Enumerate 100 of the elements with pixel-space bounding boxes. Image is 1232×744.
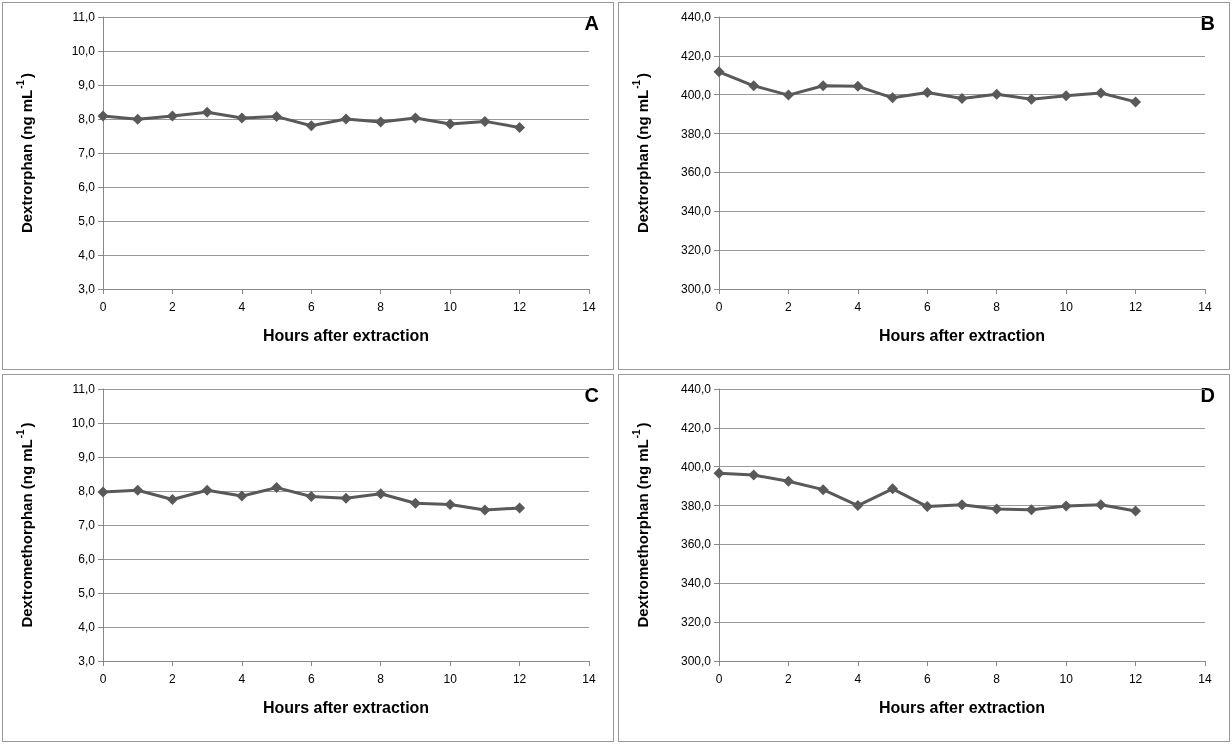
x-tick-label: 0 bbox=[99, 672, 107, 686]
point bbox=[271, 482, 283, 494]
point bbox=[1025, 93, 1037, 105]
y-tick-label: 3,0 bbox=[78, 654, 96, 668]
point bbox=[514, 502, 526, 514]
x-tick-label: 4 bbox=[238, 672, 246, 686]
point bbox=[887, 92, 899, 104]
x-tick-label: 10 bbox=[443, 300, 458, 314]
point bbox=[1060, 90, 1072, 102]
x-tick-label: 8 bbox=[377, 672, 385, 686]
point bbox=[782, 475, 794, 487]
y-tick-label: 400,0 bbox=[680, 459, 712, 474]
x-tick-label: 2 bbox=[785, 300, 793, 314]
y-tick-label: 6,0 bbox=[78, 180, 96, 194]
x-tick-label: 14 bbox=[1198, 672, 1212, 686]
y-tick-label: 9,0 bbox=[78, 78, 96, 92]
x-tick-label: 2 bbox=[169, 300, 177, 314]
point bbox=[817, 484, 829, 496]
x-tick-label: 14 bbox=[1198, 300, 1212, 314]
point bbox=[921, 501, 933, 513]
y-tick-label: 4,0 bbox=[78, 620, 96, 634]
y-tick-label: 7,0 bbox=[78, 518, 96, 532]
point bbox=[444, 118, 456, 130]
point bbox=[305, 490, 317, 502]
x-tick-label: 12 bbox=[1128, 300, 1143, 314]
x-tick-label: 10 bbox=[443, 672, 458, 686]
y-tick-label: 11,0 bbox=[72, 10, 96, 24]
point bbox=[1130, 96, 1142, 108]
annotation: C bbox=[584, 384, 600, 406]
y-tick-label: 10,0 bbox=[71, 44, 96, 58]
y-tick-label: 320,0 bbox=[680, 243, 712, 258]
point bbox=[409, 497, 421, 509]
y-tick-label: 10,0 bbox=[71, 416, 96, 430]
x-axis-title: Hours after extraction bbox=[262, 326, 430, 344]
point bbox=[132, 113, 144, 125]
point bbox=[166, 494, 178, 505]
point bbox=[97, 110, 109, 122]
x-tick-label: 4 bbox=[238, 300, 246, 314]
y-tick-label: 360,0 bbox=[680, 537, 712, 552]
y-tick-label: 4,0 bbox=[78, 248, 96, 262]
y-tick-label: 11,0 bbox=[72, 382, 96, 396]
y-tick-label: 320,0 bbox=[680, 615, 712, 630]
point bbox=[1095, 87, 1107, 99]
point bbox=[921, 87, 933, 99]
x-tick-label: 0 bbox=[715, 300, 723, 314]
annotation: D bbox=[1200, 384, 1216, 406]
point bbox=[479, 504, 491, 516]
point bbox=[817, 80, 829, 92]
y-axis-title: Dextrorphan (ng mL-1) bbox=[14, 72, 35, 234]
point bbox=[201, 106, 213, 118]
point bbox=[1130, 505, 1142, 517]
y-axis-title: Dextromethorphan (ng mL-1) bbox=[14, 422, 35, 628]
point bbox=[1095, 499, 1107, 511]
x-tick-label: 6 bbox=[307, 300, 315, 314]
point bbox=[375, 488, 387, 500]
point bbox=[852, 500, 864, 512]
y-tick-label: 7,0 bbox=[78, 146, 96, 160]
point bbox=[97, 486, 109, 498]
point bbox=[305, 120, 317, 132]
y-tick-label: 8,0 bbox=[78, 484, 96, 498]
x-tick-label: 4 bbox=[854, 300, 862, 314]
point bbox=[748, 80, 760, 92]
x-tick-label: 8 bbox=[993, 300, 1001, 314]
y-tick-label: 5,0 bbox=[78, 586, 96, 600]
y-tick-label: 380,0 bbox=[680, 498, 712, 513]
x-tick-label: 0 bbox=[715, 672, 723, 686]
point bbox=[887, 483, 899, 495]
x-tick-label: 6 bbox=[307, 672, 315, 686]
point bbox=[479, 115, 491, 127]
y-tick-label: 300,0 bbox=[680, 282, 712, 296]
y-tick-label: 300,0 bbox=[680, 654, 712, 668]
x-tick-label: 8 bbox=[993, 672, 1001, 686]
y-tick-label: 340,0 bbox=[680, 576, 712, 591]
x-tick-label: 14 bbox=[582, 300, 596, 314]
point bbox=[956, 499, 968, 511]
x-axis-title: Hours after extraction bbox=[878, 698, 1046, 716]
y-tick-label: 420,0 bbox=[680, 420, 712, 435]
point bbox=[748, 469, 760, 481]
x-tick-label: 10 bbox=[1059, 672, 1074, 686]
point bbox=[514, 122, 526, 133]
x-tick-label: 12 bbox=[512, 672, 527, 686]
y-tick-label: 9,0 bbox=[78, 450, 96, 464]
y-tick-label: 440,0 bbox=[680, 382, 712, 396]
y-tick-label: 6,0 bbox=[78, 552, 96, 566]
y-tick-label: 440,0 bbox=[680, 10, 712, 24]
annotation: B bbox=[1200, 12, 1216, 34]
point bbox=[782, 89, 794, 101]
x-axis-title: Hours after extraction bbox=[878, 326, 1046, 344]
point bbox=[132, 484, 144, 496]
x-tick-label: 6 bbox=[923, 300, 931, 314]
x-tick-label: 14 bbox=[582, 672, 596, 686]
y-tick-label: 340,0 bbox=[680, 204, 712, 219]
y-tick-label: 360,0 bbox=[680, 165, 712, 180]
point bbox=[956, 93, 968, 105]
x-tick-label: 4 bbox=[854, 672, 862, 686]
x-tick-label: 2 bbox=[169, 672, 177, 686]
point bbox=[713, 66, 725, 78]
point bbox=[340, 113, 352, 125]
point bbox=[340, 492, 352, 504]
point bbox=[1060, 500, 1072, 512]
